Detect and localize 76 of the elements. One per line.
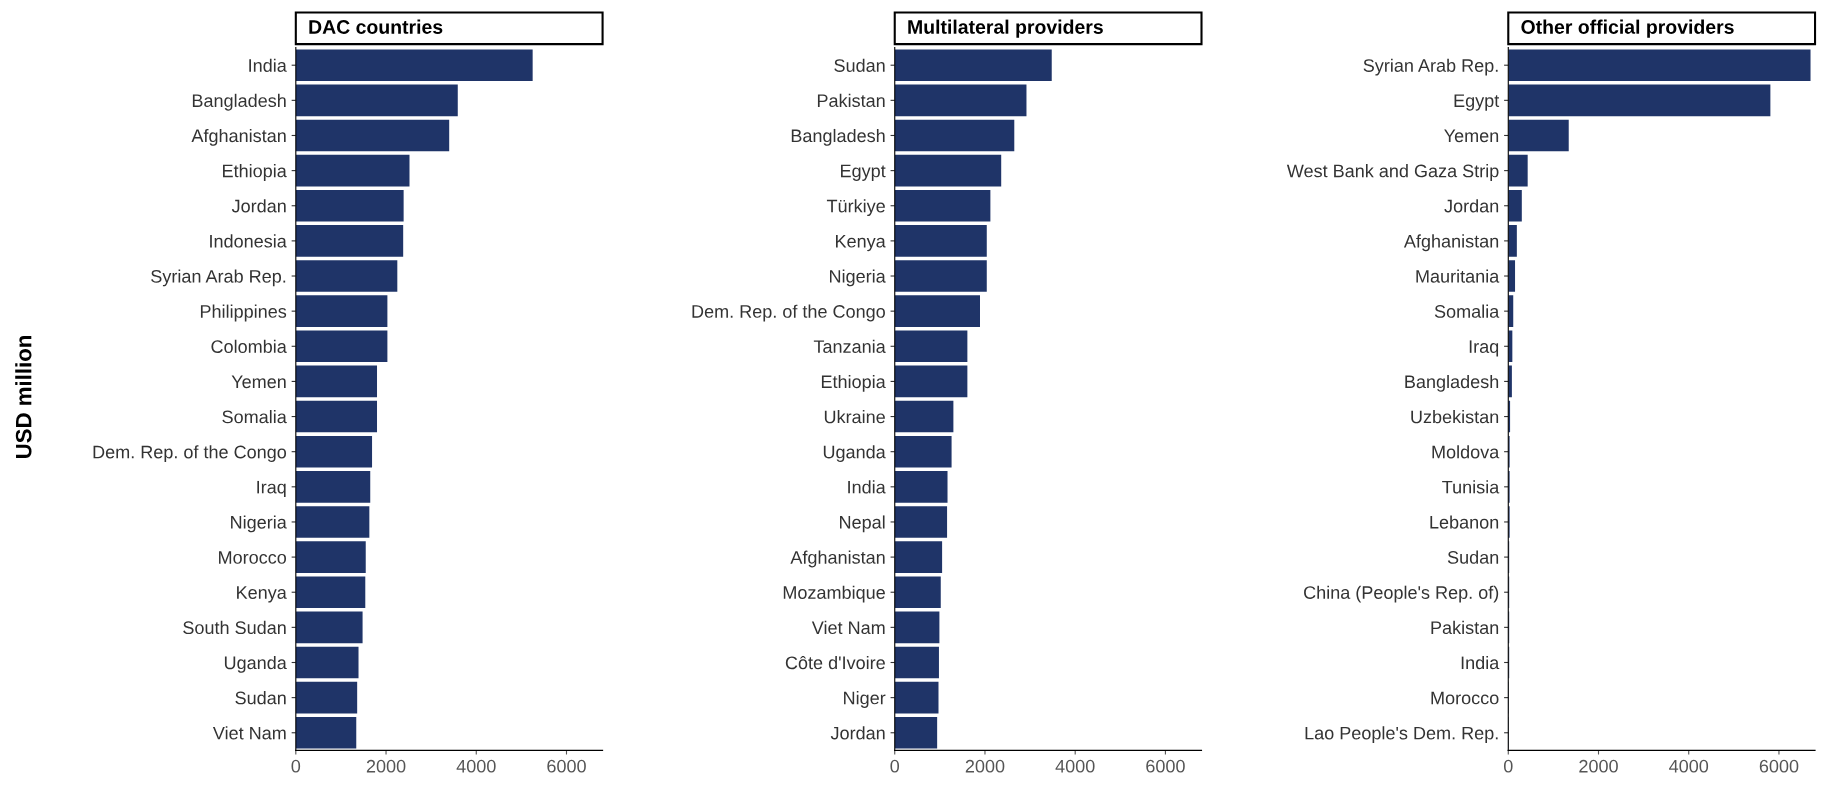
x-tick-label: 0 [291,759,301,773]
y-tick-label: Morocco [219,551,287,564]
chart-title: Other official providers [1521,19,1734,38]
x-tick-label: 0 [1503,759,1513,773]
x-tick-label: 2000 [965,759,1005,773]
y-tick-label: Ethiopia [223,164,287,181]
y-tick-label: Indonesia [210,234,287,248]
y-tick-label: South Sudan [183,620,286,635]
y-tick-label: Viet Nam [811,620,885,635]
y-tick-label: Philippines [200,304,287,322]
y-tick-label: Egypt [1454,94,1500,111]
y-tick-label: Kenya [237,586,287,603]
x-tick-label: 0 [890,759,900,773]
y-tick-label: Nigeria [830,269,886,287]
x-tick-label: 6000 [1759,759,1799,773]
y-tick-label: Morocco [1431,691,1499,705]
y-tick-label: Sudan [834,58,885,72]
chart-title: DAC countries [309,19,443,34]
y-tick-label: India [1461,655,1500,670]
y-tick-label: Pakistan [817,93,885,108]
y-tick-label: Pakistan [1431,620,1499,635]
y-tick-label: Egypt [841,164,886,181]
y-tick-label: Dem. Rep. of the Congo [93,445,287,462]
y-tick-label: Uganda [224,655,287,673]
y-tick-label: Afghanistan [191,128,286,146]
y-tick-label: Afghanistan [790,550,885,568]
y-tick-label: Syrian Arab Rep. [1363,58,1498,76]
y-tick-label: Kenya [836,235,886,252]
x-tick-label: 4000 [1055,759,1095,773]
y-tick-label: Colombia [211,339,287,353]
y-tick-label: Jordan [1444,199,1499,213]
y-tick-label: Iraq [257,480,286,498]
y-tick-label: Jordan [231,199,286,213]
y-tick-label: Iraq [1469,340,1499,357]
x-tick-label: 2000 [366,759,406,773]
y-tick-label: Bangladesh [1405,374,1499,392]
y-tick-label: Uganda [823,445,886,462]
y-tick-label: Mozambique [783,585,885,603]
y-tick-label: Ukraine [824,410,885,424]
x-tick-label: 6000 [547,759,586,773]
y-tick-label: Mauritania [1416,269,1500,283]
y-tick-label: Ethiopia [821,374,886,392]
y-tick-label: Bangladesh [192,93,286,111]
y-tick-label: Viet Nam [212,726,286,740]
y-tick-label: Lebanon [1430,515,1499,529]
y-tick-label: Yemen [231,375,286,389]
y-tick-label: Yemen [1444,129,1499,143]
x-tick-label: 4000 [1669,759,1709,773]
y-tick-label: Bangladesh [791,128,885,146]
y-tick-label: Türkiye [826,199,885,217]
x-tick-label: 2000 [1579,759,1618,773]
y-tick-label: Sudan [235,691,286,705]
y-tick-label: Afghanistan [1403,234,1499,252]
y-tick-label: Nigeria [231,515,287,533]
chart-title: Multilateral providers [908,19,1103,38]
y-tick-label: Sudan [1447,550,1499,564]
y-tick-label: Syrian Arab Rep. [151,269,286,287]
y-axis-title: USD million [15,336,32,459]
y-tick-label: India [848,480,886,494]
y-tick-label: Lao People's Dem. Rep. [1305,726,1498,744]
y-tick-label: Nepal [840,515,885,533]
y-tick-label: Côte d'Ivoire [785,655,885,670]
y-tick-label: Somalia [1434,304,1500,318]
x-tick-label: 4000 [456,759,496,773]
y-tick-label: Tanzania [813,339,886,353]
y-tick-label: China (People's Rep. of) [1304,585,1499,603]
y-tick-label: West Bank and Gaza Strip [1286,164,1499,181]
y-tick-label: Dem. Rep. of the Congo [692,304,885,322]
y-tick-label: Tunisia [1442,480,1500,494]
y-tick-label: Niger [844,691,886,708]
y-tick-label: Somalia [222,410,287,424]
y-tick-label: Uzbekistan [1411,410,1499,424]
x-tick-label: 6000 [1146,759,1185,773]
y-tick-label: India [249,58,287,72]
y-tick-label: Jordan [830,726,885,740]
y-tick-label: Moldova [1432,445,1500,459]
